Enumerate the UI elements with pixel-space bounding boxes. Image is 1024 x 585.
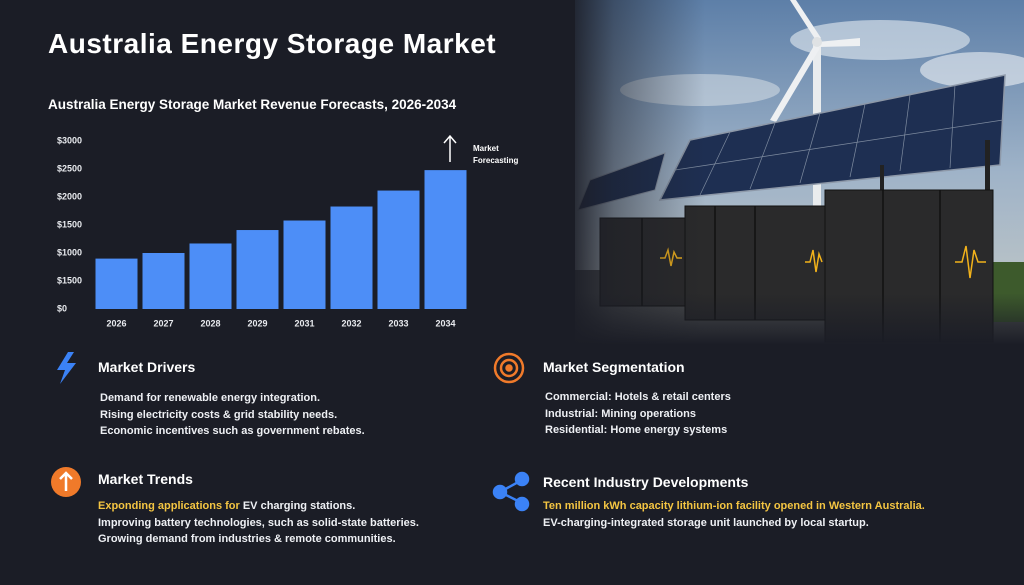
bar bbox=[236, 230, 279, 309]
x-tick-label: 2029 bbox=[247, 318, 267, 328]
bar bbox=[283, 220, 326, 309]
y-tick-label: $1000 bbox=[57, 247, 82, 257]
section-heading: Market Trends bbox=[98, 471, 193, 487]
x-tick-label: 2031 bbox=[294, 318, 314, 328]
bar bbox=[95, 258, 138, 309]
page-title: Australia Energy Storage Market bbox=[48, 28, 497, 59]
y-tick-label: $1500 bbox=[57, 275, 82, 285]
x-tick-label: 2032 bbox=[341, 318, 361, 328]
item: Ten million kWh capacity lithium-ion fac… bbox=[543, 498, 925, 515]
y-tick-label: $3000 bbox=[57, 135, 82, 145]
photo bbox=[565, 0, 1024, 345]
item: Demand for renewable energy integration. bbox=[100, 392, 321, 404]
section-heading: Recent Industry Developments bbox=[543, 474, 749, 490]
y-tick-label: $1500 bbox=[57, 219, 82, 229]
y-tick-label: $2000 bbox=[57, 191, 82, 201]
bar bbox=[189, 243, 232, 309]
x-tick-label: 2034 bbox=[435, 318, 455, 328]
item: Residential: Home energy systems bbox=[545, 424, 728, 436]
icons bbox=[51, 134, 530, 512]
item: Rising electricity costs & grid stabilit… bbox=[100, 408, 338, 421]
chart: $0 $1500 $1000 $1500 $2000 $2500 $3000 2026 2027… bbox=[57, 135, 467, 328]
item: Exponding applications for EV charging s… bbox=[98, 498, 419, 515]
annotation: Market Forecasting bbox=[473, 144, 519, 165]
highlight: Ten million kWh capacity lithium-ion fac… bbox=[543, 500, 925, 512]
item: Commercial: Hotels & retail centers bbox=[545, 391, 731, 403]
x-tick-label: 2033 bbox=[388, 318, 408, 328]
bar bbox=[424, 170, 467, 309]
item: EV-charging-integrated storage unit laun… bbox=[543, 516, 869, 529]
x-tick-label: 2026 bbox=[106, 318, 126, 328]
bar bbox=[377, 190, 420, 309]
item: Economic incentives such as government r… bbox=[100, 425, 365, 437]
bar bbox=[142, 253, 185, 309]
highlight: Exponding applications for bbox=[98, 500, 240, 512]
x-tick-label: 2027 bbox=[153, 318, 173, 328]
item-text: EV charging stations. bbox=[242, 500, 356, 512]
target-icon bbox=[493, 352, 525, 384]
y-tick-label: $0 bbox=[57, 303, 67, 313]
chart-title: Australia Energy Storage Market Revenue … bbox=[48, 97, 457, 112]
x-tick-label: 2028 bbox=[200, 318, 220, 328]
bolt-icon bbox=[57, 352, 76, 384]
bar bbox=[330, 206, 373, 309]
section-heading: Market Segmentation bbox=[543, 359, 685, 375]
share-icon bbox=[492, 471, 530, 512]
y-tick-label: $2500 bbox=[57, 163, 82, 173]
item: Improving battery technologies, such as … bbox=[98, 516, 419, 529]
forecast-arrow bbox=[443, 134, 457, 162]
section-heading: Market Drivers bbox=[98, 359, 196, 375]
item: Industrial: Mining operations bbox=[545, 407, 696, 420]
item: Growing demand from industries & remote … bbox=[98, 533, 396, 545]
